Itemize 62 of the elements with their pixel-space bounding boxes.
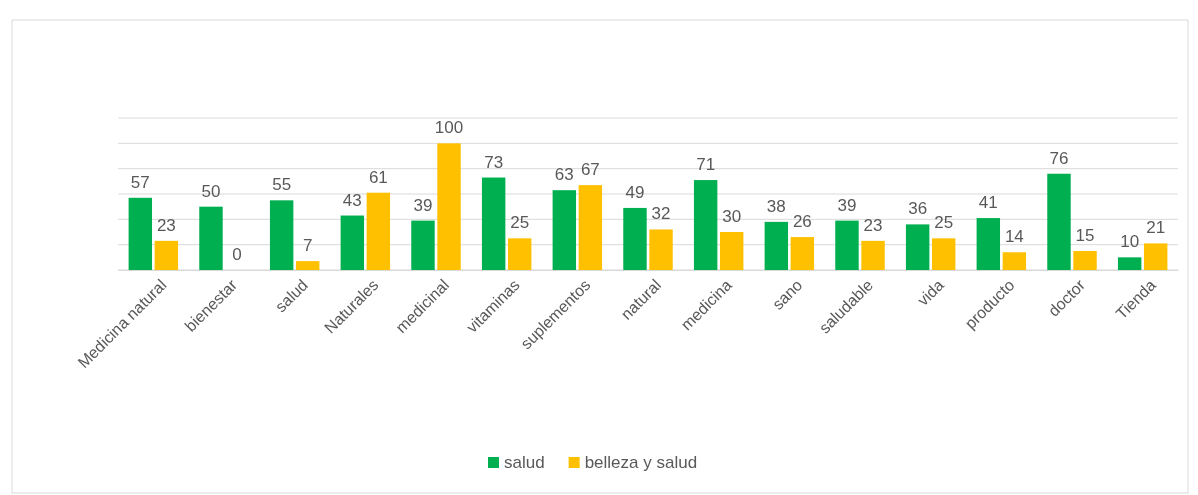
data-label: 25 <box>934 213 954 233</box>
bar <box>552 190 577 270</box>
bar <box>623 207 647 270</box>
bar <box>976 218 1001 270</box>
data-label: 36 <box>908 199 928 219</box>
bar <box>507 238 532 270</box>
bar <box>861 240 885 270</box>
bar <box>128 197 153 270</box>
bar <box>154 240 179 270</box>
data-label: 0 <box>232 245 242 264</box>
bar <box>1143 243 1168 270</box>
data-label: 63 <box>554 165 574 185</box>
bar <box>437 143 461 270</box>
bar <box>931 238 956 270</box>
data-label: 26 <box>792 212 812 232</box>
bar <box>1002 252 1027 270</box>
bar <box>905 224 930 270</box>
bar <box>199 206 223 270</box>
bar <box>578 185 603 270</box>
bar <box>835 220 859 270</box>
data-label: 14 <box>1004 227 1024 247</box>
data-label: 21 <box>1146 218 1166 238</box>
bar <box>790 237 815 270</box>
data-label: 15 <box>1075 226 1095 245</box>
x-tick-label: vida <box>914 276 947 309</box>
bar <box>1073 251 1097 270</box>
data-label: 39 <box>837 195 857 215</box>
data-label: 25 <box>510 213 530 233</box>
data-label: 39 <box>413 195 433 215</box>
bar <box>719 232 744 270</box>
bar <box>340 215 365 270</box>
bar <box>1117 257 1142 270</box>
data-label: 76 <box>1049 148 1069 168</box>
data-label: 55 <box>272 175 292 195</box>
data-label: 71 <box>696 155 716 175</box>
data-label: 23 <box>863 215 883 235</box>
data-label: 73 <box>484 152 504 172</box>
data-label: 50 <box>201 181 221 201</box>
data-label: 67 <box>580 160 600 180</box>
data-label: 23 <box>156 215 176 235</box>
bar <box>649 229 673 270</box>
data-label: 61 <box>368 167 388 187</box>
legend-label: salud <box>504 453 545 472</box>
data-label: 41 <box>978 193 998 213</box>
bar <box>693 180 718 270</box>
legend-label: belleza y salud <box>584 453 698 472</box>
data-label: 100 <box>434 118 464 138</box>
data-label: 57 <box>130 172 150 192</box>
bar <box>295 261 320 270</box>
data-label: 49 <box>625 182 645 202</box>
data-label: 7 <box>302 236 313 256</box>
bar <box>411 220 435 270</box>
data-label: 38 <box>766 196 786 216</box>
bar <box>481 177 506 270</box>
bar <box>1047 173 1071 270</box>
data-label: 32 <box>651 204 671 224</box>
data-label: 30 <box>722 207 742 226</box>
data-label: 43 <box>342 190 362 210</box>
data-label: 10 <box>1120 232 1140 252</box>
bar <box>764 221 789 270</box>
bar <box>366 192 391 270</box>
bar <box>269 200 294 270</box>
